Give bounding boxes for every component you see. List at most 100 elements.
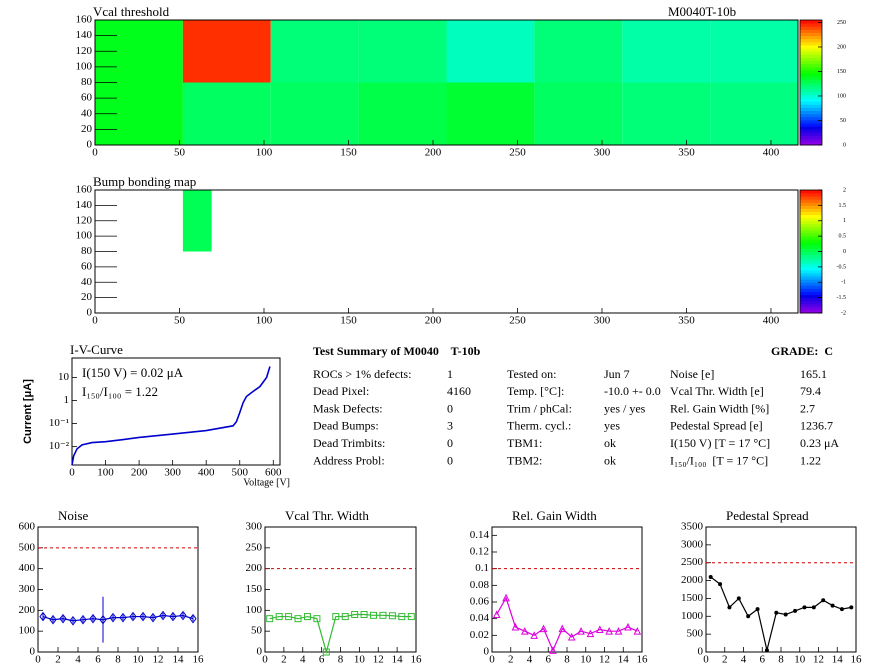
heatmap-cell: [182, 190, 212, 252]
marker: [169, 611, 177, 622]
color-bar-cell: [800, 120, 822, 124]
y-tick-label: 80: [81, 245, 93, 257]
marker: [275, 613, 283, 621]
marker: [149, 612, 157, 623]
y-tick-label: 10⁻²: [49, 440, 70, 452]
color-bar-cell: [800, 202, 822, 206]
marker: [341, 613, 349, 621]
summary-label: I(150 V) [T = 17 °C]: [670, 436, 770, 450]
marker: [530, 631, 538, 639]
summary-label: ROCs > 1% defects:: [313, 367, 411, 381]
x-tick-label: 16: [193, 654, 205, 666]
summary-label: Tested on:: [507, 367, 556, 381]
x-tick-label: 12: [813, 654, 824, 666]
color-bar-cell: [800, 45, 822, 49]
z-tick-label: -0.5: [837, 264, 847, 270]
color-bar-cell: [800, 190, 822, 194]
marker: [624, 622, 632, 631]
x-tick-label: 8: [115, 654, 121, 666]
data-line: [496, 596, 638, 652]
color-bar-cell: [800, 211, 822, 215]
marker: [839, 607, 844, 612]
heatmap-cell: [710, 82, 798, 145]
x-tick-label: 16: [411, 654, 423, 666]
color-bar-cell: [800, 297, 822, 302]
heatmap-cell: [534, 20, 623, 83]
z-tick-label: 1: [843, 218, 846, 224]
x-tick-label: 150: [340, 315, 357, 327]
color-bar-cell: [800, 233, 822, 237]
z-tick-label: 250: [837, 20, 846, 26]
x-tick-label: 10: [580, 654, 592, 666]
summary-grade: GRADE: C: [771, 344, 833, 358]
color-bar-cell: [800, 82, 822, 87]
y-tick-label: 300: [19, 583, 36, 595]
color-bar-cell: [800, 214, 822, 219]
summary-value: 79.4: [800, 384, 821, 398]
marker: [849, 605, 854, 610]
color-bar-cell: [800, 104, 822, 108]
x-tick-label: 0: [489, 654, 495, 666]
marker: [351, 611, 359, 618]
x-tick-label: 16: [637, 654, 649, 666]
x-tick-label: 350: [678, 315, 695, 327]
summary-value: 0: [447, 436, 453, 450]
z-tick-label: 100: [837, 93, 846, 99]
color-bar-cell: [800, 126, 822, 130]
y-tick-label: 10: [58, 371, 70, 383]
y-tick-label: 2500: [681, 556, 704, 568]
color-bar-cell: [800, 32, 822, 37]
heatmap-cell: [182, 82, 271, 145]
color-bar-cell: [800, 266, 822, 271]
x-tick-label: 400: [763, 147, 780, 159]
color-bar-cell: [800, 123, 822, 127]
x-tick-label: 4: [300, 654, 306, 666]
y-tick-label: 40: [81, 107, 93, 119]
z-tick-label: 0: [843, 249, 846, 255]
y-tick-label: 60: [81, 260, 93, 272]
color-bar-cell: [800, 66, 822, 71]
color-bar-cell: [800, 205, 822, 209]
color-bar-cell: [800, 196, 822, 200]
summary-label: Address Probl:: [313, 453, 385, 467]
heatmap-cell: [622, 82, 711, 145]
y-tick-label: 0.06: [470, 596, 490, 608]
heatmap-cell: [358, 20, 447, 83]
x-tick-label: 600: [265, 467, 282, 479]
x-tick-label: 150: [340, 147, 357, 159]
heatmap-cell: [182, 20, 271, 83]
annotation: I(150 V) = 0.02 μA: [82, 365, 184, 380]
chart-title: Noise: [58, 508, 89, 523]
x-tick-label: 0: [92, 147, 98, 159]
y-tick-label: 0: [484, 646, 490, 658]
x-tick-label: 16: [851, 654, 863, 666]
y-tick-label: 1000: [681, 610, 704, 622]
color-bar-cell: [800, 76, 822, 80]
x-tick-label: 0: [92, 315, 98, 327]
y-tick-label: 0: [87, 307, 93, 319]
summary-label: Pedestal Spread [e]: [670, 419, 763, 433]
marker: [379, 611, 387, 619]
z-tick-label: 150: [837, 69, 846, 75]
color-bar-cell: [800, 116, 822, 121]
heatmap-cell: [534, 82, 623, 145]
z-tick-label: 0.5: [839, 234, 847, 240]
color-bar-cell: [800, 48, 822, 52]
summary-value: 3: [447, 419, 453, 433]
y-tick-label: 0: [30, 646, 36, 658]
x-tick-label: 10: [794, 654, 806, 666]
summary-label: Therm. cycl.:: [507, 419, 571, 433]
x-tick-label: 14: [173, 654, 185, 666]
marker: [511, 622, 520, 631]
color-bar-cell: [800, 236, 822, 240]
color-bar-cell: [800, 257, 822, 262]
color-bar-cell: [800, 138, 822, 143]
x-tick-label: 0: [262, 654, 268, 666]
y-tick-label: 3000: [681, 538, 704, 550]
summary-value: ok: [604, 436, 616, 450]
color-bar-cell: [800, 26, 822, 30]
summary-value: ok: [604, 453, 616, 467]
color-bar-cell: [800, 251, 822, 255]
x-tick-label: 8: [778, 654, 784, 666]
y-tick-label: 0.12: [470, 546, 489, 558]
